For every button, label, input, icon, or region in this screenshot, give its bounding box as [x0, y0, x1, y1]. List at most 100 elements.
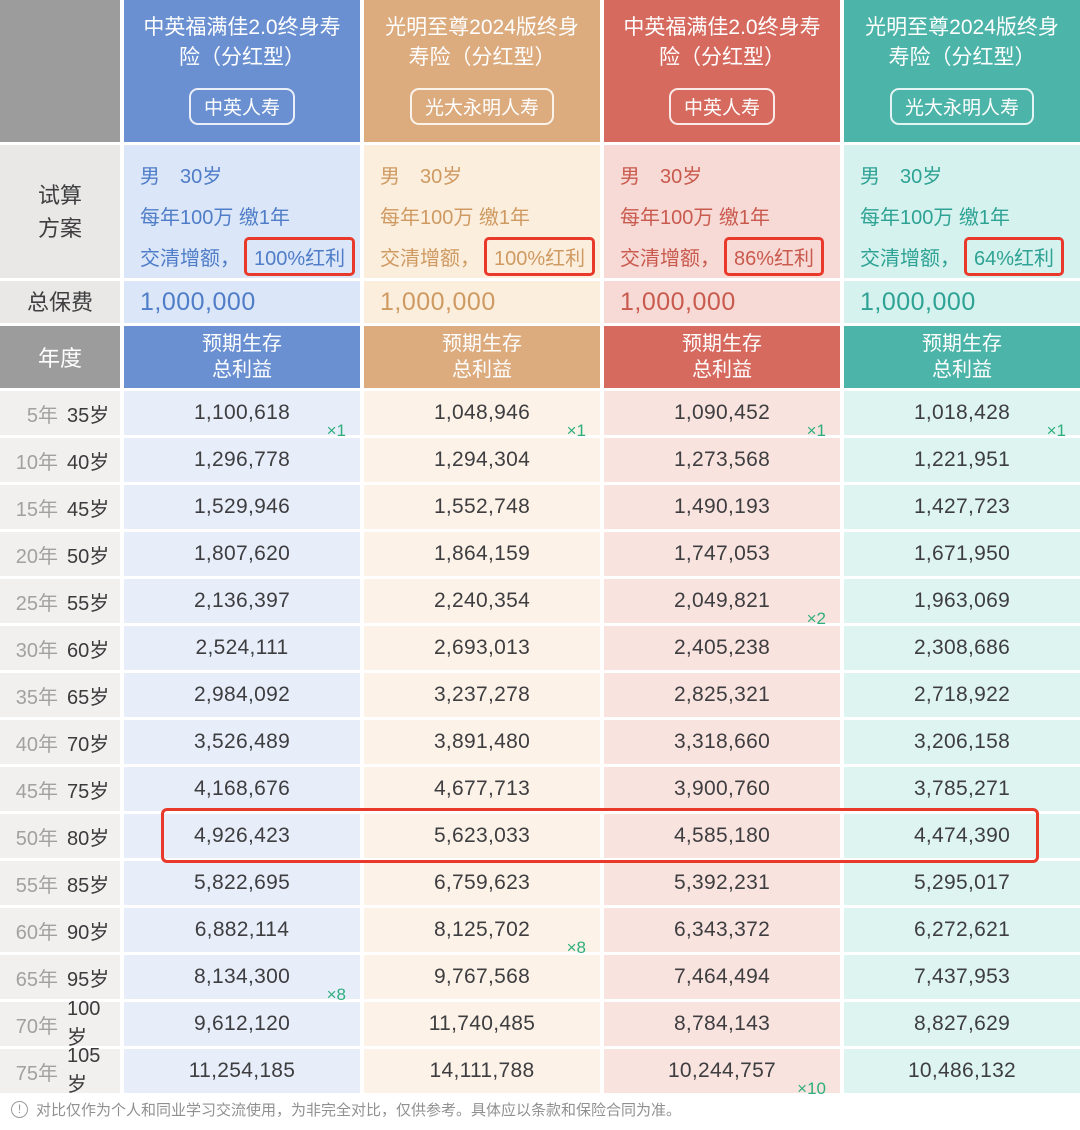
- age-label: 80岁: [67, 827, 110, 850]
- value-cell: 11,740,485: [364, 1002, 600, 1046]
- disclaimer-footer: ! 对比仅作为个人和同业学习交流使用，为非完全对比，仅供参考。具体应以条款和保险…: [0, 1093, 1080, 1126]
- value-cell: 4,168,676: [124, 767, 360, 811]
- value-cell: 1,048,946 ×1: [364, 391, 600, 440]
- benefit-header-cell: 预期生存 总利益: [844, 326, 1080, 388]
- company-badge: 中英人寿: [668, 88, 775, 125]
- plan-paidup-prefix: 交清增额，: [380, 248, 480, 270]
- multiplier-marker: ×2: [806, 609, 826, 628]
- plan-payment: 每年100万 缴1年: [380, 207, 531, 229]
- plan-cell: 男 30岁 每年100万 缴1年 交清增额， 100%红利: [364, 145, 600, 278]
- benefit-header-line: 总利益: [212, 359, 272, 381]
- value-cell: 2,693,013: [364, 626, 600, 670]
- benefit-header-line: 总利益: [692, 359, 752, 381]
- product-title: 中英福满佳2.0终身寿险（分红型）: [623, 16, 821, 69]
- value-cell: 1,671,950: [844, 532, 1080, 576]
- plan-paidup-prefix: 交清增额，: [860, 248, 960, 270]
- benefit-header-line: 预期生存: [202, 333, 282, 355]
- benefit-value: 5,392,231: [673, 871, 771, 894]
- benefit-value: 5,822,695: [193, 871, 291, 894]
- benefit-header-line: 总利益: [932, 359, 992, 381]
- value-cell: 1,100,618 ×1: [124, 391, 360, 440]
- row-label-cell: 10年 40岁: [0, 438, 120, 482]
- value-cell: 2,240,354: [364, 579, 600, 623]
- row-label-cell: 35年 65岁: [0, 673, 120, 717]
- row-label-cell: 45年 75岁: [0, 767, 120, 811]
- benefit-value: 1,048,946: [433, 401, 531, 424]
- benefit-value: 2,524,111: [195, 636, 289, 659]
- plan-cell: 男 30岁 每年100万 缴1年 交清增额， 86%红利: [604, 145, 840, 278]
- policy-year-label: 55年: [15, 874, 58, 897]
- row-label-cell: 30年 60岁: [0, 626, 120, 670]
- value-cell: 11,254,185: [124, 1049, 360, 1093]
- multiplier-marker: ×10: [797, 1079, 826, 1098]
- policy-year-label: 35年: [15, 686, 58, 709]
- policy-year-label: 25年: [15, 592, 58, 615]
- benefit-value: 7,464,494: [673, 965, 771, 988]
- value-cell: 6,882,114: [124, 908, 360, 952]
- plan-payment: 每年100万 缴1年: [140, 207, 291, 229]
- row-label-cell: 5年 35岁: [0, 391, 120, 435]
- plan-paidup-dividend: 交清增额， 100%红利: [140, 236, 360, 277]
- row-label-cell: 25年 55岁: [0, 579, 120, 623]
- value-cell: 2,308,686: [844, 626, 1080, 670]
- benefit-value: 2,693,013: [433, 636, 531, 659]
- multiplier-marker: ×8: [326, 985, 346, 1004]
- value-cell: 1,296,778: [124, 438, 360, 482]
- row-label-cell: 75年 105岁: [0, 1045, 120, 1096]
- age-label: 60岁: [67, 639, 110, 662]
- value-cell: 2,825,321: [604, 673, 840, 717]
- product-title: 中英福满佳2.0终身寿险（分红型）: [143, 16, 341, 69]
- benefit-value: 1,671,950: [913, 542, 1011, 565]
- company-badge: 光大永明人寿: [889, 88, 1034, 125]
- dividend-percent-annotated: 100%红利: [484, 237, 596, 276]
- benefit-value: 1,273,568: [673, 448, 771, 471]
- value-cell: 10,244,757 ×10: [604, 1049, 840, 1098]
- value-cell: 7,437,953: [844, 955, 1080, 999]
- age-label: 95岁: [67, 968, 110, 991]
- benefit-value: 5,623,033: [433, 824, 531, 847]
- year-column-header: 年度: [0, 326, 120, 388]
- benefit-value: 2,136,397: [193, 589, 291, 612]
- row-label-cell: 15年 45岁: [0, 485, 120, 529]
- plan-cell: 男 30岁每年100万 缴1年交清增额， 100%红利: [124, 145, 360, 278]
- benefit-value: 2,405,238: [673, 636, 771, 659]
- benefit-header-line: 总利益: [452, 359, 512, 381]
- policy-year-label: 20年: [15, 545, 58, 568]
- row-label-cell: 20年 50岁: [0, 532, 120, 576]
- row-label-cell: 40年 70岁: [0, 720, 120, 764]
- value-cell: 1,018,428 ×1: [844, 391, 1080, 440]
- value-cell: 14,111,788: [364, 1049, 600, 1093]
- value-cell: 1,864,159: [364, 532, 600, 576]
- benefit-value: 3,237,278: [433, 683, 531, 706]
- benefit-value: 2,049,821: [673, 589, 771, 612]
- product-header-cell: 中英福满佳2.0终身寿险（分红型） 中英人寿: [604, 0, 840, 142]
- age-label: 100岁: [67, 998, 101, 1049]
- total-premium-label: 总保费: [0, 281, 120, 323]
- multiplier-marker: ×1: [806, 421, 826, 440]
- value-cell: 7,464,494: [604, 955, 840, 999]
- row-label-cell: 55年 85岁: [0, 861, 120, 905]
- benefit-value: 6,343,372: [673, 918, 771, 941]
- benefit-value: 8,125,702: [433, 918, 531, 941]
- value-cell: 1,221,951: [844, 438, 1080, 482]
- row-label-cell: 60年 90岁: [0, 908, 120, 952]
- value-cell: 1,273,568: [604, 438, 840, 482]
- company-badge: 光大永明人寿: [409, 88, 554, 125]
- value-cell: 9,612,120: [124, 1002, 360, 1046]
- value-cell: 1,747,053: [604, 532, 840, 576]
- benefit-value: 3,526,489: [193, 730, 291, 753]
- company-badge: 中英人寿: [188, 88, 295, 125]
- value-cell: 2,049,821 ×2: [604, 579, 840, 628]
- value-cell: 8,784,143: [604, 1002, 840, 1046]
- plan-gender-age: 男 30岁: [140, 166, 223, 188]
- benefit-value: 3,891,480: [433, 730, 531, 753]
- age-label: 65岁: [67, 686, 110, 709]
- value-cell: 8,134,300 ×8: [124, 955, 360, 1004]
- value-cell: 5,295,017: [844, 861, 1080, 905]
- value-cell: 1,490,193: [604, 485, 840, 529]
- age-label: 40岁: [67, 451, 110, 474]
- plan-paidup-prefix: 交清增额，: [140, 248, 240, 270]
- benefit-value: 2,984,092: [193, 683, 291, 706]
- policy-year-label: 30年: [15, 639, 58, 662]
